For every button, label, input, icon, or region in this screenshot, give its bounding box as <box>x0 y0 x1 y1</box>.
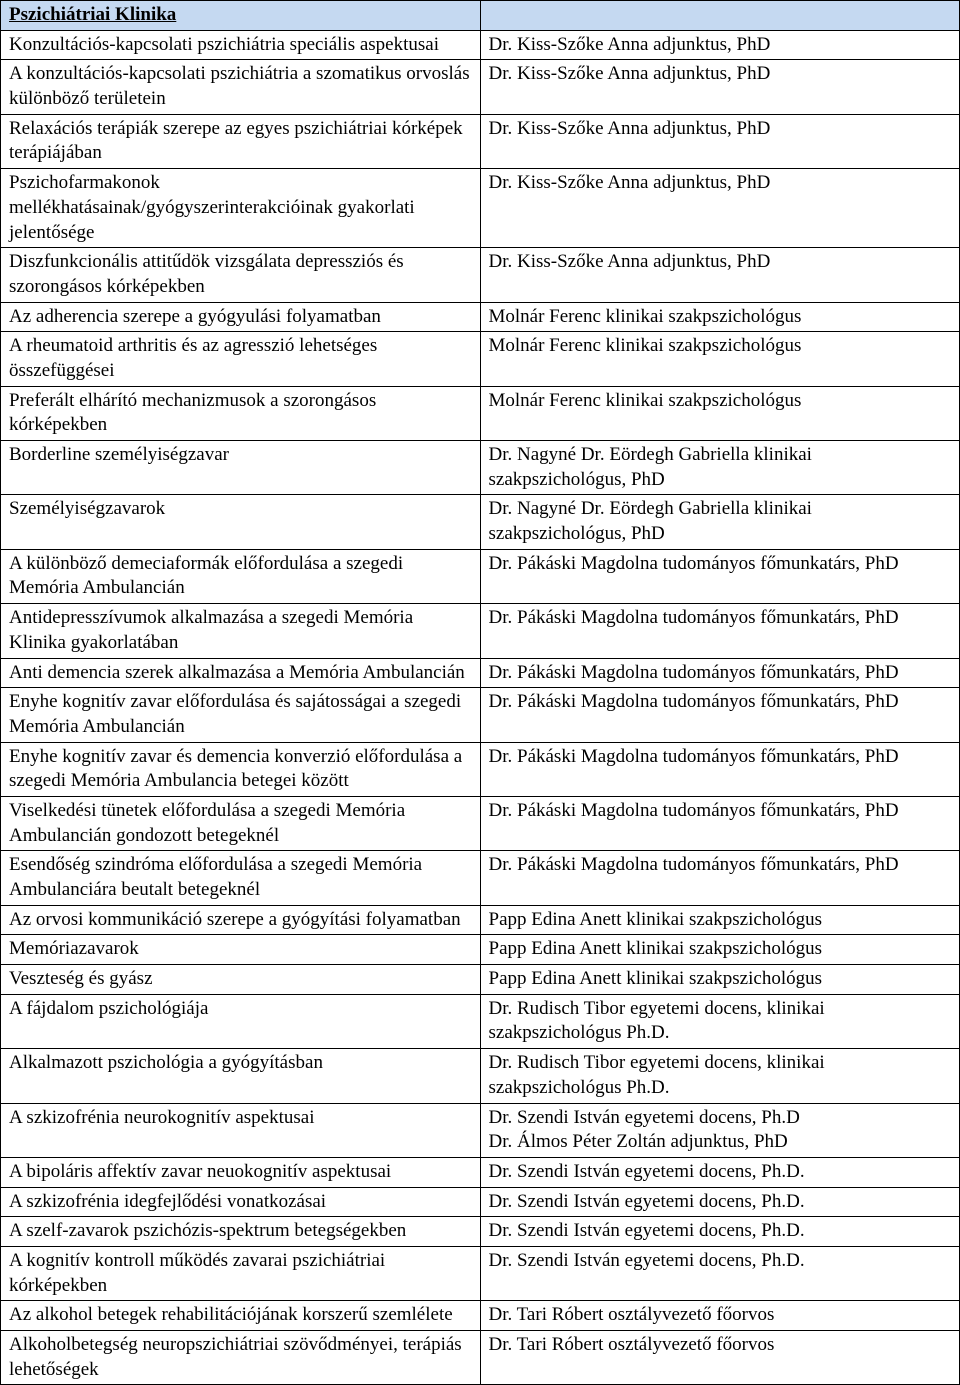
topic-cell: Az alkohol betegek rehabilitációjának ko… <box>1 1301 481 1331</box>
table-row: Anti demencia szerek alkalmazása a Memór… <box>1 658 960 688</box>
table-row: A rheumatoid arthritis és az agresszió l… <box>1 332 960 386</box>
person-cell: Dr. Szendi István egyetemi docens, Ph.D. <box>480 1157 960 1187</box>
person-cell: Dr. Szendi István egyetemi docens, Ph.D. <box>480 1187 960 1217</box>
person-cell: Molnár Ferenc klinikai szakpszichológus <box>480 332 960 386</box>
person-cell: Dr. Kiss-Szőke Anna adjunktus, PhD <box>480 60 960 114</box>
person-cell: Dr. Kiss-Szőke Anna adjunktus, PhD <box>480 114 960 168</box>
topic-cell: A különböző demeciaformák előfordulása a… <box>1 549 481 603</box>
table-row: Veszteség és gyászPapp Edina Anett klini… <box>1 965 960 995</box>
person-cell: Dr. Pákáski Magdolna tudományos főmunkat… <box>480 688 960 742</box>
topic-cell: Borderline személyiségzavar <box>1 441 481 495</box>
person-cell: Dr. Pákáski Magdolna tudományos főmunkat… <box>480 796 960 850</box>
topic-cell: Enyhe kognitív zavar és demencia konverz… <box>1 742 481 796</box>
person-cell: Dr. Pákáski Magdolna tudományos főmunkat… <box>480 604 960 658</box>
person-cell: Dr. Pákáski Magdolna tudományos főmunkat… <box>480 658 960 688</box>
topic-cell: Antidepresszívumok alkalmazása a szegedi… <box>1 604 481 658</box>
person-cell: Dr. Rudisch Tibor egyetemi docens, klini… <box>480 994 960 1048</box>
clinic-header: Pszichiátriai Klinika <box>1 1 481 31</box>
table-row: Relaxációs terápiák szerepe az egyes psz… <box>1 114 960 168</box>
table-row: Diszfunkcionális attitűdök vizsgálata de… <box>1 248 960 302</box>
topic-cell: Alkalmazott pszichológia a gyógyításban <box>1 1049 481 1103</box>
person-cell: Dr. Tari Róbert osztályvezető főorvos <box>480 1301 960 1331</box>
table-row: A különböző demeciaformák előfordulása a… <box>1 549 960 603</box>
person-cell: Dr. Kiss-Szőke Anna adjunktus, PhD <box>480 30 960 60</box>
topic-cell: A kognitív kontroll működés zavarai pszi… <box>1 1246 481 1300</box>
table-row: Preferált elhárító mechanizmusok a szoro… <box>1 386 960 440</box>
table-row: MemóriazavarokPapp Edina Anett klinikai … <box>1 935 960 965</box>
person-cell: Molnár Ferenc klinikai szakpszichológus <box>480 386 960 440</box>
topic-cell: Személyiségzavarok <box>1 495 481 549</box>
topic-cell: A szkizofrénia idegfejlődési vonatkozása… <box>1 1187 481 1217</box>
table-row: A kognitív kontroll működés zavarai pszi… <box>1 1246 960 1300</box>
table-row: A bipoláris affektív zavar neuokognitív … <box>1 1157 960 1187</box>
table-row: A konzultációs-kapcsolati pszichiátria a… <box>1 60 960 114</box>
table-row: A fájdalom pszichológiájaDr. Rudisch Tib… <box>1 994 960 1048</box>
topic-cell: Diszfunkcionális attitűdök vizsgálata de… <box>1 248 481 302</box>
table-row: Esendőség szindróma előfordulása a szege… <box>1 851 960 905</box>
topic-cell: Viselkedési tünetek előfordulása a szege… <box>1 796 481 850</box>
table-row: Enyhe kognitív zavar és demencia konverz… <box>1 742 960 796</box>
person-cell: Dr. Pákáski Magdolna tudományos főmunkat… <box>480 742 960 796</box>
table-row: Konzultációs-kapcsolati pszichiátria spe… <box>1 30 960 60</box>
topic-cell: Preferált elhárító mechanizmusok a szoro… <box>1 386 481 440</box>
table-row: Viselkedési tünetek előfordulása a szege… <box>1 796 960 850</box>
topic-cell: A bipoláris affektív zavar neuokognitív … <box>1 1157 481 1187</box>
table-row: A szkizofrénia idegfejlődési vonatkozása… <box>1 1187 960 1217</box>
topic-cell: Az orvosi kommunikáció szerepe a gyógyít… <box>1 905 481 935</box>
topic-cell: A szelf-zavarok pszichózis-spektrum bete… <box>1 1217 481 1247</box>
topic-cell: Pszichofarmakonok mellékhatásainak/gyógy… <box>1 169 481 248</box>
person-cell: Dr. Rudisch Tibor egyetemi docens, klini… <box>480 1049 960 1103</box>
person-cell: Dr. Tari Róbert osztályvezető főorvos <box>480 1331 960 1385</box>
person-cell: Dr. Szendi István egyetemi docens, Ph.DD… <box>480 1103 960 1157</box>
topic-cell: Esendőség szindróma előfordulása a szege… <box>1 851 481 905</box>
table-row: Az adherencia szerepe a gyógyulási folya… <box>1 302 960 332</box>
table-row: Borderline személyiségzavarDr. Nagyné Dr… <box>1 441 960 495</box>
topic-cell: A konzultációs-kapcsolati pszichiátria a… <box>1 60 481 114</box>
table-row: SzemélyiségzavarokDr. Nagyné Dr. Eördegh… <box>1 495 960 549</box>
topic-cell: Alkoholbetegség neuropszichiátriai szövő… <box>1 1331 481 1385</box>
table-row: Az orvosi kommunikáció szerepe a gyógyít… <box>1 905 960 935</box>
person-cell: Dr. Nagyné Dr. Eördegh Gabriella klinika… <box>480 441 960 495</box>
table-row: A szelf-zavarok pszichózis-spektrum bete… <box>1 1217 960 1247</box>
person-cell: Papp Edina Anett klinikai szakpszichológ… <box>480 965 960 995</box>
topic-cell: Memóriazavarok <box>1 935 481 965</box>
topic-cell: A rheumatoid arthritis és az agresszió l… <box>1 332 481 386</box>
person-cell: Dr. Kiss-Szőke Anna adjunktus, PhD <box>480 169 960 248</box>
topic-cell: Relaxációs terápiák szerepe az egyes psz… <box>1 114 481 168</box>
table-header-row: Pszichiátriai Klinika <box>1 1 960 31</box>
topic-cell: Az adherencia szerepe a gyógyulási folya… <box>1 302 481 332</box>
person-cell: Dr. Szendi István egyetemi docens, Ph.D. <box>480 1246 960 1300</box>
topic-cell: Enyhe kognitív zavar előfordulása és saj… <box>1 688 481 742</box>
topic-cell: A fájdalom pszichológiája <box>1 994 481 1048</box>
topic-cell: Veszteség és gyász <box>1 965 481 995</box>
person-cell: Dr. Szendi István egyetemi docens, Ph.D. <box>480 1217 960 1247</box>
clinic-header-empty <box>480 1 960 31</box>
table-row: Antidepresszívumok alkalmazása a szegedi… <box>1 604 960 658</box>
topic-cell: Anti demencia szerek alkalmazása a Memór… <box>1 658 481 688</box>
topic-cell: Konzultációs-kapcsolati pszichiátria spe… <box>1 30 481 60</box>
table-row: Az alkohol betegek rehabilitációjának ko… <box>1 1301 960 1331</box>
person-cell: Dr. Kiss-Szőke Anna adjunktus, PhD <box>480 248 960 302</box>
person-cell: Molnár Ferenc klinikai szakpszichológus <box>480 302 960 332</box>
person-cell: Dr. Pákáski Magdolna tudományos főmunkat… <box>480 851 960 905</box>
table-row: Alkoholbetegség neuropszichiátriai szövő… <box>1 1331 960 1385</box>
table-row: Pszichofarmakonok mellékhatásainak/gyógy… <box>1 169 960 248</box>
clinic-topics-table: Pszichiátriai KlinikaKonzultációs-kapcso… <box>0 0 960 1385</box>
person-cell: Dr. Nagyné Dr. Eördegh Gabriella klinika… <box>480 495 960 549</box>
topic-cell: A szkizofrénia neurokognitív aspektusai <box>1 1103 481 1157</box>
table-row: Enyhe kognitív zavar előfordulása és saj… <box>1 688 960 742</box>
table-row: A szkizofrénia neurokognitív aspektusaiD… <box>1 1103 960 1157</box>
person-cell: Dr. Pákáski Magdolna tudományos főmunkat… <box>480 549 960 603</box>
person-cell: Papp Edina Anett klinikai szakpszichológ… <box>480 935 960 965</box>
table-row: Alkalmazott pszichológia a gyógyításbanD… <box>1 1049 960 1103</box>
person-cell: Papp Edina Anett klinikai szakpszichológ… <box>480 905 960 935</box>
